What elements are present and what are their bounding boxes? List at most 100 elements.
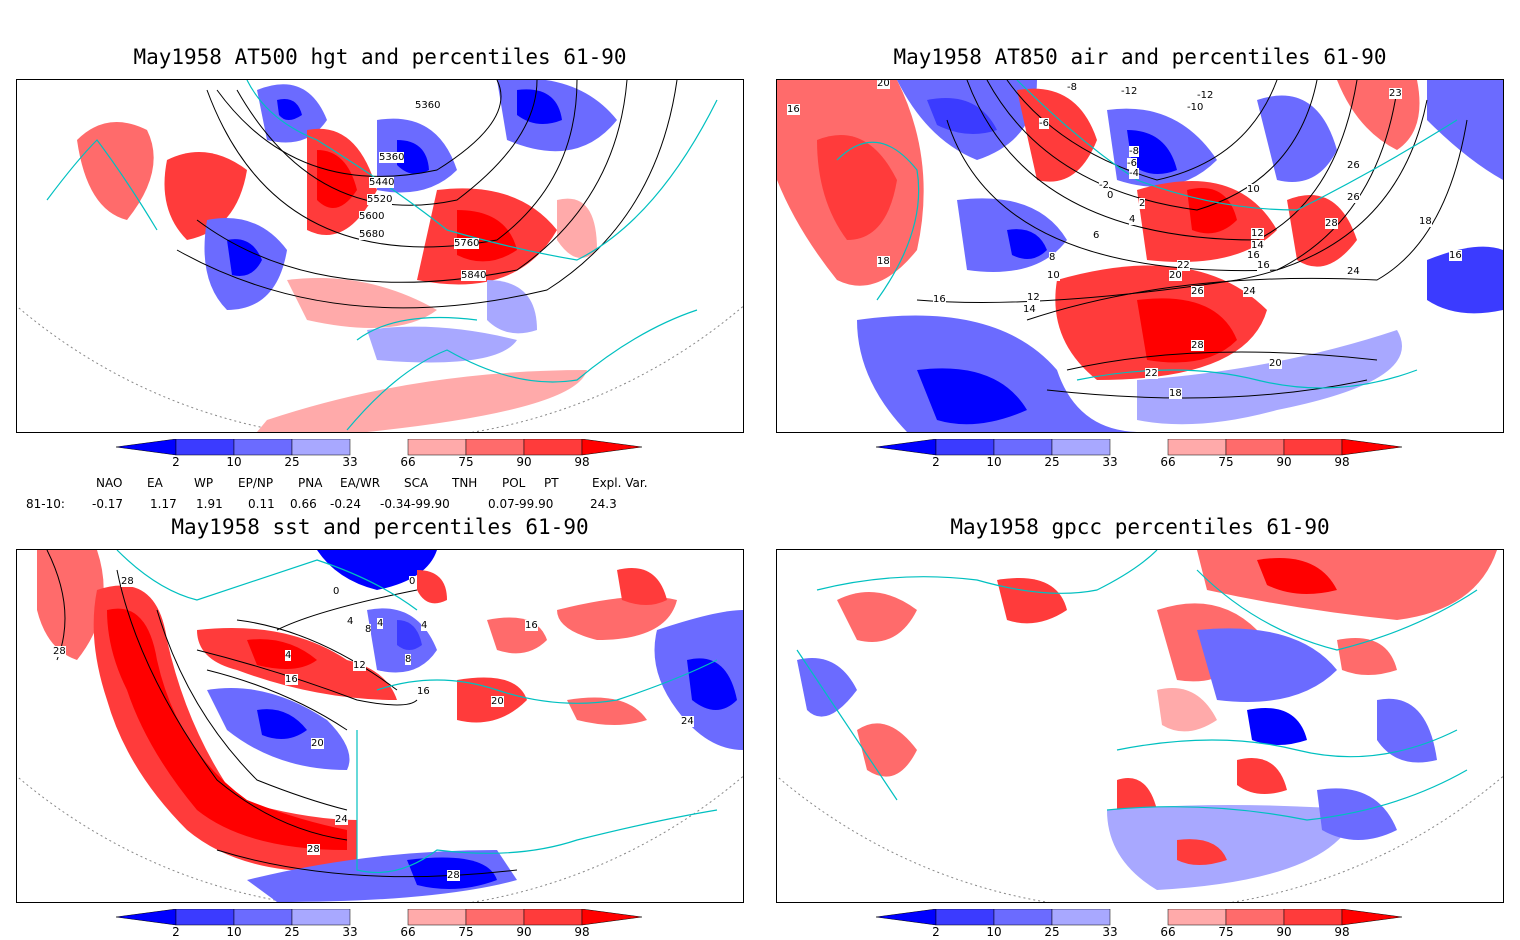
colorbar-panel-1: 2 10 25 33 66 75 90 98 [116,439,646,473]
contour-label: 16 [787,104,800,115]
colorbar-label: 98 [1334,455,1350,469]
contour-label: 28 [121,576,134,587]
contour-label: 4 [377,618,384,629]
contour-label: 4 [421,620,428,631]
index-value: 0.07-99.90 [488,497,554,511]
contour-label: 5840 [461,270,487,281]
air850-map [777,80,1503,432]
colorbar-label: 75 [1218,455,1234,469]
contour-label: 16 [1257,260,1270,271]
index-name: SCA [404,476,429,490]
panel-1-title: May1958 AT500 hgt and percentiles 61-90 [133,45,627,69]
colorbar-label: 66 [400,925,416,939]
contour-label: 8 [1049,252,1056,263]
contour-label: 0 [409,576,416,587]
index-name: EP/NP [238,476,274,490]
contour-label: 5360 [415,100,441,111]
contour-label: -6 [1127,158,1137,169]
contour-label: 28 [447,870,460,881]
colorbar-label: 33 [342,925,358,939]
contour-label: 14 [1251,240,1264,251]
panel-3-title: May1958 sst and percentiles 61-90 [171,515,589,539]
colorbar-label: 98 [574,925,590,939]
contour-label: 16 [525,620,538,631]
contour-label: 5440 [369,177,395,188]
colorbar-label: 75 [458,925,474,939]
colorbar-label: 66 [1160,925,1176,939]
colorbar-label: 33 [342,455,358,469]
colorbar-label: 33 [1102,455,1118,469]
contour-label: 12 [1027,292,1040,303]
contour-label: 16 [417,686,430,697]
indices-header-row: NAO EA WP EP/NP PNA EA/WR SCA TNH POL PT… [0,476,760,492]
gpcc-map [777,550,1503,902]
colorbar-panel-4: 2 10 25 33 66 75 90 98 [876,909,1406,940]
contour-label: 20 [1169,270,1182,281]
index-value: -0.34-99.90 [380,497,450,511]
indices-value-row: 81-10: -0.17 1.17 1.91 0.11 0.66 -0.24 -… [0,497,760,513]
index-row-label: 81-10: [26,497,65,511]
colorbar-label: 25 [284,455,300,469]
index-name: EA/WR [340,476,381,490]
panel-4-title: May1958 gpcc percentiles 61-90 [950,515,1330,539]
contour-label: -12 [1197,90,1214,101]
colorbar-label: 90 [1276,455,1292,469]
colorbar-svg [116,439,643,456]
contour-label: -2 [1099,180,1109,191]
colorbar-label: 10 [226,455,242,469]
contour-label: -10 [1187,102,1204,113]
contour-label: 20 [311,738,324,749]
index-value: 1.17 [150,497,177,511]
contour-label: 24 [335,814,348,825]
index-name: WP [194,476,214,490]
contour-label: 8 [365,624,372,635]
index-value: -0.24 [330,497,362,511]
contour-label: 18 [1419,216,1432,227]
contour-label: 20 [877,79,890,89]
index-name: EA [147,476,163,490]
contour-label: 26 [1347,192,1360,203]
contour-label: 18 [1169,388,1182,399]
index-value: 0.66 [290,497,317,511]
index-name: PT [544,476,559,490]
colorbar-label: 25 [1044,455,1060,469]
colorbar-panel-3: 2 10 25 33 66 75 90 98 [116,909,646,940]
contour-label: 24 [1347,266,1360,277]
map-panel-sst: 28 28 0 4 0 4 8 4 8 4 12 16 16 20 20 24 … [16,549,744,903]
colorbar-label: 75 [1218,925,1234,939]
contour-label: 5360 [379,152,405,163]
colorbar-label: 90 [516,925,532,939]
contour-label: -6 [1039,118,1049,129]
index-name: TNH [452,476,478,490]
colorbar-label: 66 [1160,455,1176,469]
colorbar-label: 90 [1276,925,1292,939]
index-value: 1.91 [196,497,223,511]
contour-label: 22 [1177,260,1190,271]
contour-label: 4 [1129,214,1136,225]
contour-label: 22 [1145,368,1158,379]
colorbar-label: 10 [986,455,1002,469]
contour-label: 10 [1247,184,1260,195]
map-panel-gpcc [776,549,1504,903]
contour-label: 20 [1269,358,1282,369]
colorbar-label: 25 [1044,925,1060,939]
contour-label: 12 [353,660,366,671]
contour-label: 26 [1347,160,1360,171]
colorbar-label: 2 [172,925,180,939]
colorbar-label: 2 [932,455,940,469]
contour-label: 16 [1449,250,1462,261]
colorbar-label: 75 [458,455,474,469]
colorbar-svg [116,909,643,926]
contour-label: 26 [1191,286,1204,297]
contour-label: 20 [491,696,504,707]
colorbar-label: 10 [986,925,1002,939]
contour-label: 2 [1139,198,1146,209]
index-value: -0.17 [92,497,124,511]
contour-label: 5680 [359,229,385,240]
contour-label: 5600 [359,211,385,222]
contour-label: 14 [1023,304,1036,315]
contour-label: 12 [1251,228,1264,239]
contour-label: 8 [405,654,412,665]
colorbar-label: 33 [1102,925,1118,939]
colorbar-label: 2 [932,925,940,939]
